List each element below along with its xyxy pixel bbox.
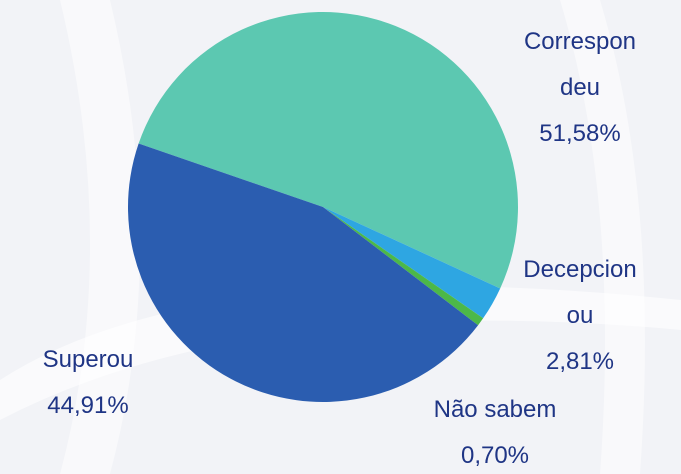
pie-slice	[128, 143, 479, 402]
slice-label: Superou 44,91%	[8, 337, 168, 429]
value-label: 44,91%	[47, 392, 129, 419]
background-swoosh	[60, 0, 140, 474]
category-label: Superou	[42, 346, 134, 373]
slice-label: Decepcionou 2,81%	[500, 247, 660, 385]
slice-label: Não sabem 0,70%	[390, 387, 600, 474]
category-label: Não sabem	[433, 396, 557, 423]
background-swoosh	[560, 0, 645, 474]
pie-slice	[323, 207, 501, 319]
category-label: Correspondeu	[523, 28, 637, 101]
value-label: 51,58%	[539, 120, 621, 147]
pie-slice	[138, 12, 518, 289]
pie-slice	[323, 207, 484, 326]
category-label: Decepcionou	[523, 256, 637, 329]
value-label: 2,81%	[545, 348, 615, 375]
slice-label: Correspondeu 51,58%	[500, 19, 660, 157]
value-label: 0,70%	[460, 442, 530, 469]
